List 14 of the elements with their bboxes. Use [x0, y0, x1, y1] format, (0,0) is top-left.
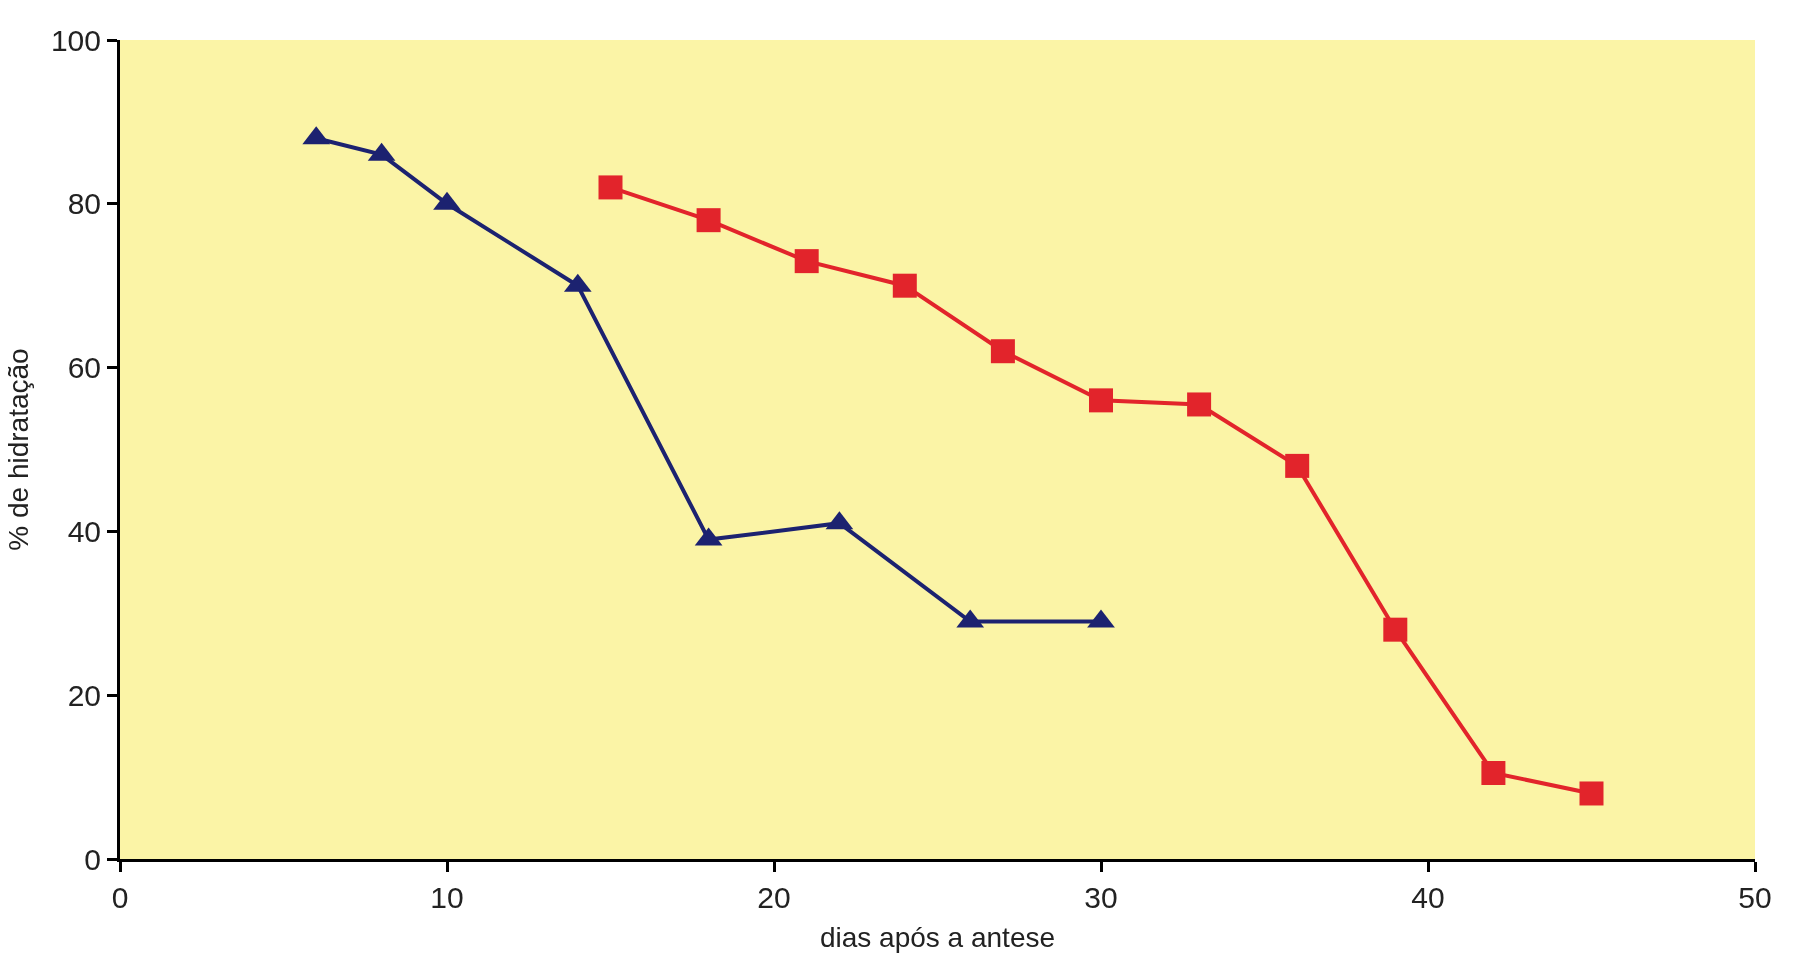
x-tick-label: 40: [1411, 881, 1445, 914]
y-tick-label: 0: [84, 842, 101, 876]
x-tick-label: 50: [1738, 881, 1772, 914]
y-tick-label: 100: [50, 23, 101, 57]
x-tick-label: 10: [430, 881, 464, 914]
x-tick-label: 20: [757, 881, 791, 914]
x-tick-label: 30: [1084, 881, 1118, 914]
y-tick-label: 40: [67, 514, 101, 548]
x-tick-label: 0: [111, 881, 129, 914]
y-axis-title: % de hidratação: [2, 348, 34, 551]
y-tick-label: 80: [67, 187, 101, 221]
x-axis-title: dias após a antese: [819, 922, 1056, 954]
y-tick-label: 60: [67, 351, 101, 385]
y-tick-label: 20: [67, 678, 101, 712]
